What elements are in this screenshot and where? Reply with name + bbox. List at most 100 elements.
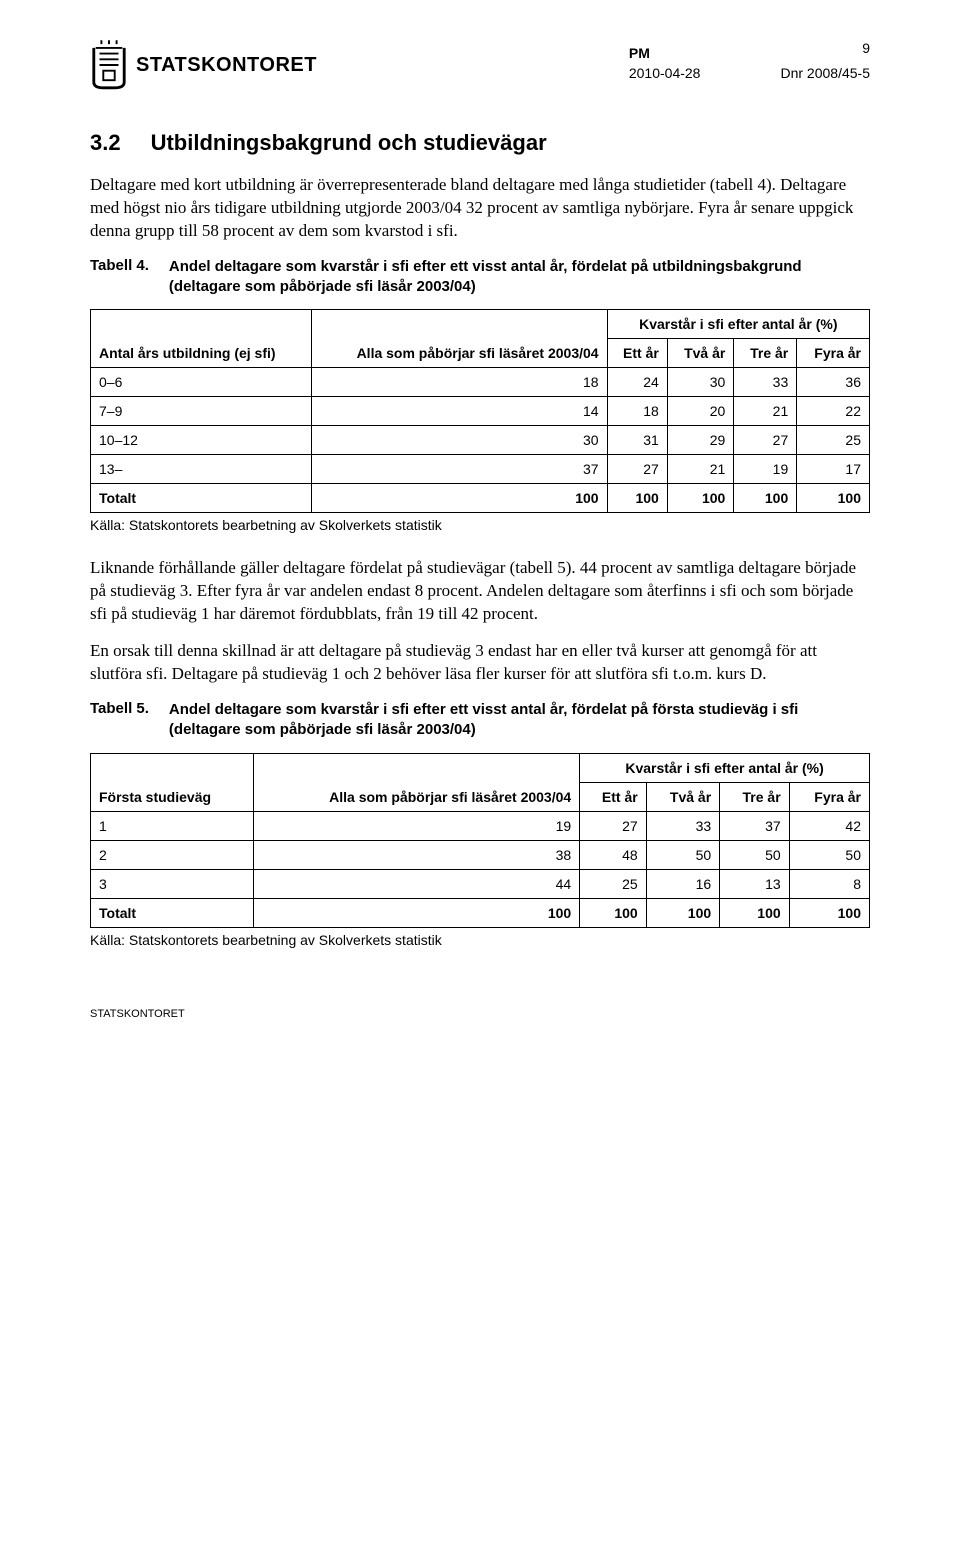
row-value: 30 [667,368,733,397]
row-value: 44 [253,869,580,898]
table4-title: Andel deltagare som kvarstår i sfi efter… [169,257,870,298]
table-row: 13–3727211917 [91,455,870,484]
row-value: 100 [667,484,733,513]
row-value: 37 [720,811,790,840]
row-value: 100 [311,484,607,513]
row-label: 13– [91,455,312,484]
row-value: 27 [607,455,667,484]
row-value: 36 [797,368,870,397]
table-row: Totalt100100100100100 [91,484,870,513]
row-value: 14 [311,397,607,426]
row-value: 25 [580,869,647,898]
meta-left: PM 2010-04-28 [629,44,701,83]
row-value: 27 [580,811,647,840]
row-value: 18 [311,368,607,397]
table4-body: 0–618243033367–9141820212210–12303129272… [91,368,870,513]
table4-span-header: Kvarstår i sfi efter antal år (%) [607,310,869,339]
table-row: 23848505050 [91,840,870,869]
row-value: 25 [797,426,870,455]
row-value: 13 [720,869,790,898]
row-value: 24 [607,368,667,397]
row-value: 29 [667,426,733,455]
paragraph-1: Deltagare med kort utbildning är överrep… [90,174,870,243]
table5-col2-header: Alla som påbörjar sfi läsåret 2003/04 [253,753,580,811]
table4-sub-c2: Två år [667,339,733,368]
row-value: 22 [797,397,870,426]
page: 9 STATSKONTORET PM 2010-04-28 Dnr 2008/4… [0,0,960,1080]
row-label: 7–9 [91,397,312,426]
table5-sub-c1: Ett år [580,782,647,811]
pm-label: PM [629,44,701,64]
row-value: 33 [734,368,797,397]
row-label: 0–6 [91,368,312,397]
row-label: Totalt [91,484,312,513]
row-value: 38 [253,840,580,869]
table4-source: Källa: Statskontorets bearbetning av Sko… [90,517,870,533]
row-value: 50 [789,840,869,869]
table4-label: Tabell 4. [90,257,149,298]
row-value: 16 [646,869,719,898]
table5-sub-c2: Två år [646,782,719,811]
page-number: 9 [862,40,870,56]
row-label: 2 [91,840,254,869]
row-value: 19 [734,455,797,484]
row-label: 1 [91,811,254,840]
table5-body: 11927333742238485050503442516138Totalt10… [91,811,870,927]
section-heading: 3.2 Utbildningsbakgrund och studievägar [90,130,870,156]
row-value: 42 [789,811,869,840]
table4-sub-c1: Ett år [607,339,667,368]
table4-sub-c3: Tre år [734,339,797,368]
doc-date: 2010-04-28 [629,64,701,84]
logo-text: STATSKONTORET [136,54,317,77]
row-value: 100 [789,898,869,927]
row-value: 100 [580,898,647,927]
table-row: 3442516138 [91,869,870,898]
meta-right: Dnr 2008/45-5 [780,44,870,83]
paragraph-3: En orsak till denna skillnad är att delt… [90,640,870,686]
row-value: 20 [667,397,733,426]
row-value: 33 [646,811,719,840]
table5: Första studieväg Alla som påbörjar sfi l… [90,753,870,928]
table5-col1-header: Första studieväg [91,753,254,811]
table5-source: Källa: Statskontorets bearbetning av Sko… [90,932,870,948]
table5-heading: Tabell 5. Andel deltagare som kvarstår i… [90,700,870,741]
table-row: 11927333742 [91,811,870,840]
table4-col1-header: Antal års utbildning (ej sfi) [91,310,312,368]
row-value: 50 [720,840,790,869]
statskontoret-logo-icon [90,40,128,90]
section-title: Utbildningsbakgrund och studievägar [151,130,547,156]
row-value: 100 [253,898,580,927]
row-label: 10–12 [91,426,312,455]
row-value: 19 [253,811,580,840]
row-value: 21 [667,455,733,484]
row-value: 100 [720,898,790,927]
table-row: 7–91418202122 [91,397,870,426]
table4-col2-header: Alla som påbörjar sfi läsåret 2003/04 [311,310,607,368]
row-value: 17 [797,455,870,484]
row-value: 30 [311,426,607,455]
doc-dnr: Dnr 2008/45-5 [780,64,870,84]
table4: Antal års utbildning (ej sfi) Alla som p… [90,309,870,513]
row-value: 21 [734,397,797,426]
logo-block: STATSKONTORET [90,40,317,90]
row-value: 48 [580,840,647,869]
table-row: 0–61824303336 [91,368,870,397]
row-value: 18 [607,397,667,426]
row-value: 27 [734,426,797,455]
table-row: 10–123031292725 [91,426,870,455]
table5-span-header: Kvarstår i sfi efter antal år (%) [580,753,870,782]
header: STATSKONTORET PM 2010-04-28 Dnr 2008/45-… [90,40,870,90]
footer: STATSKONTORET [90,1008,870,1020]
table5-sub-c3: Tre år [720,782,790,811]
table5-title: Andel deltagare som kvarstår i sfi efter… [169,700,870,741]
row-value: 37 [311,455,607,484]
row-label: 3 [91,869,254,898]
table-row: Totalt100100100100100 [91,898,870,927]
paragraph-2: Liknande förhållande gäller deltagare fö… [90,557,870,626]
table4-heading: Tabell 4. Andel deltagare som kvarstår i… [90,257,870,298]
row-value: 100 [797,484,870,513]
table4-sub-c4: Fyra år [797,339,870,368]
row-value: 50 [646,840,719,869]
row-value: 8 [789,869,869,898]
row-value: 100 [734,484,797,513]
